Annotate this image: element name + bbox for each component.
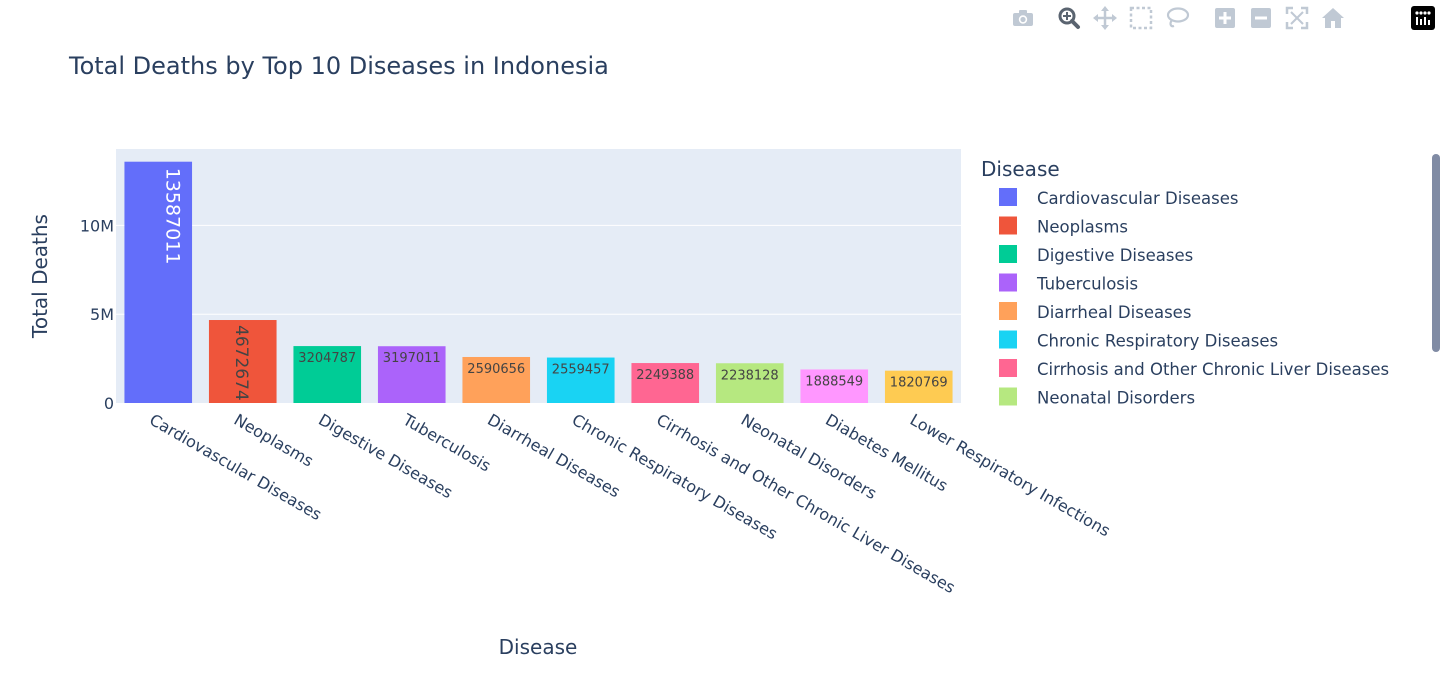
bar-data-label: 1888549 xyxy=(805,374,863,389)
zoom-in-icon[interactable] xyxy=(1215,8,1235,28)
y-tick-label: 0 xyxy=(104,394,114,413)
legend-item[interactable]: Digestive Diseases xyxy=(999,245,1193,265)
legend-label: Neoplasms xyxy=(1037,218,1128,237)
gridlines xyxy=(116,224,961,315)
bar[interactable] xyxy=(884,370,953,403)
legend-title: Disease xyxy=(981,157,1060,181)
bar[interactable] xyxy=(293,346,362,403)
bar[interactable] xyxy=(715,363,784,403)
legend-label: Cardiovascular Diseases xyxy=(1037,189,1239,208)
legend-swatch xyxy=(999,387,1017,406)
bar[interactable] xyxy=(462,356,531,403)
y-axis-title: Total Deaths xyxy=(28,214,52,339)
lasso-select-icon[interactable] xyxy=(1166,7,1190,28)
legend-scrollbar[interactable] xyxy=(1432,154,1440,352)
legend-item[interactable]: Cirrhosis and Other Chronic Liver Diseas… xyxy=(999,359,1389,379)
chart-title: Total Deaths by Top 10 Diseases in Indon… xyxy=(68,52,609,80)
legend-label: Chronic Respiratory Diseases xyxy=(1037,332,1278,351)
bar-data-label: 2559457 xyxy=(552,363,610,378)
legend-item[interactable]: Chronic Respiratory Diseases xyxy=(999,330,1278,351)
bar-data-label: 4672674 xyxy=(231,325,251,401)
bar[interactable] xyxy=(208,320,277,403)
plotly-logo-icon[interactable] xyxy=(1411,6,1435,30)
x-tick-label: Neonatal Disorders xyxy=(738,410,880,503)
legend-label: Digestive Diseases xyxy=(1037,246,1193,265)
legend-item[interactable]: Diarrheal Diseases xyxy=(999,302,1191,322)
legend-label: Tuberculosis xyxy=(1036,275,1138,294)
zoom-out-icon[interactable] xyxy=(1251,8,1271,28)
y-tick-label: 5M xyxy=(90,305,114,324)
bar[interactable] xyxy=(377,346,446,403)
autoscale-icon[interactable] xyxy=(1285,6,1309,30)
legend-swatch xyxy=(999,216,1017,235)
legend-item[interactable]: Tuberculosis xyxy=(999,273,1138,294)
bar-data-label: 2238128 xyxy=(721,368,779,383)
x-axis-ticks: Cardiovascular DiseasesNeoplasmsDigestiv… xyxy=(146,410,1113,598)
legend-swatch xyxy=(999,302,1017,320)
y-tick-label: 10M xyxy=(80,216,114,235)
bar[interactable] xyxy=(546,357,615,403)
bar[interactable] xyxy=(631,363,700,403)
bar-data-label: 3204787 xyxy=(298,351,356,366)
legend: Cardiovascular Diseases Neoplasms Digestiv… xyxy=(999,188,1389,408)
box-select-icon[interactable] xyxy=(1129,6,1153,30)
camera-icon[interactable] xyxy=(1013,10,1033,26)
y-axis-ticks: 0 5M 10M xyxy=(80,216,114,413)
x-axis-title: Disease xyxy=(499,635,578,659)
bar-data-labels: 13587011 4672674 3204787 3197011 2590656 2559… xyxy=(161,168,947,401)
legend-item[interactable]: Neoplasms xyxy=(999,216,1128,237)
legend-swatch xyxy=(999,245,1017,263)
legend-swatch xyxy=(999,273,1017,292)
bar-data-label: 13587011 xyxy=(161,168,183,265)
x-tick-label: Cirrhosis and Other Chronic Liver Diseas… xyxy=(653,410,958,597)
bar[interactable] xyxy=(800,369,869,403)
modebar xyxy=(1001,6,1441,30)
legend-swatch xyxy=(999,188,1017,206)
legend-item[interactable]: Neonatal Disorders xyxy=(999,387,1195,408)
bars xyxy=(124,161,953,403)
bar-data-label: 1820769 xyxy=(890,376,948,391)
legend-item[interactable]: Cardiovascular Diseases xyxy=(999,188,1239,208)
bar[interactable] xyxy=(124,161,193,403)
legend-swatch xyxy=(999,330,1017,349)
legend-label: Neonatal Disorders xyxy=(1037,389,1195,408)
bar-data-label: 2249388 xyxy=(636,368,694,383)
legend-swatch xyxy=(999,359,1017,377)
reset-axes-icon[interactable] xyxy=(1322,8,1344,28)
legend-label: Diarrheal Diseases xyxy=(1037,303,1191,322)
bar-data-label: 3197011 xyxy=(383,351,441,366)
legend-label: Cirrhosis and Other Chronic Liver Diseas… xyxy=(1037,360,1389,379)
bar-data-label: 2590656 xyxy=(467,362,525,377)
zoom-icon[interactable] xyxy=(1058,7,1080,29)
pan-icon[interactable] xyxy=(1093,6,1117,30)
